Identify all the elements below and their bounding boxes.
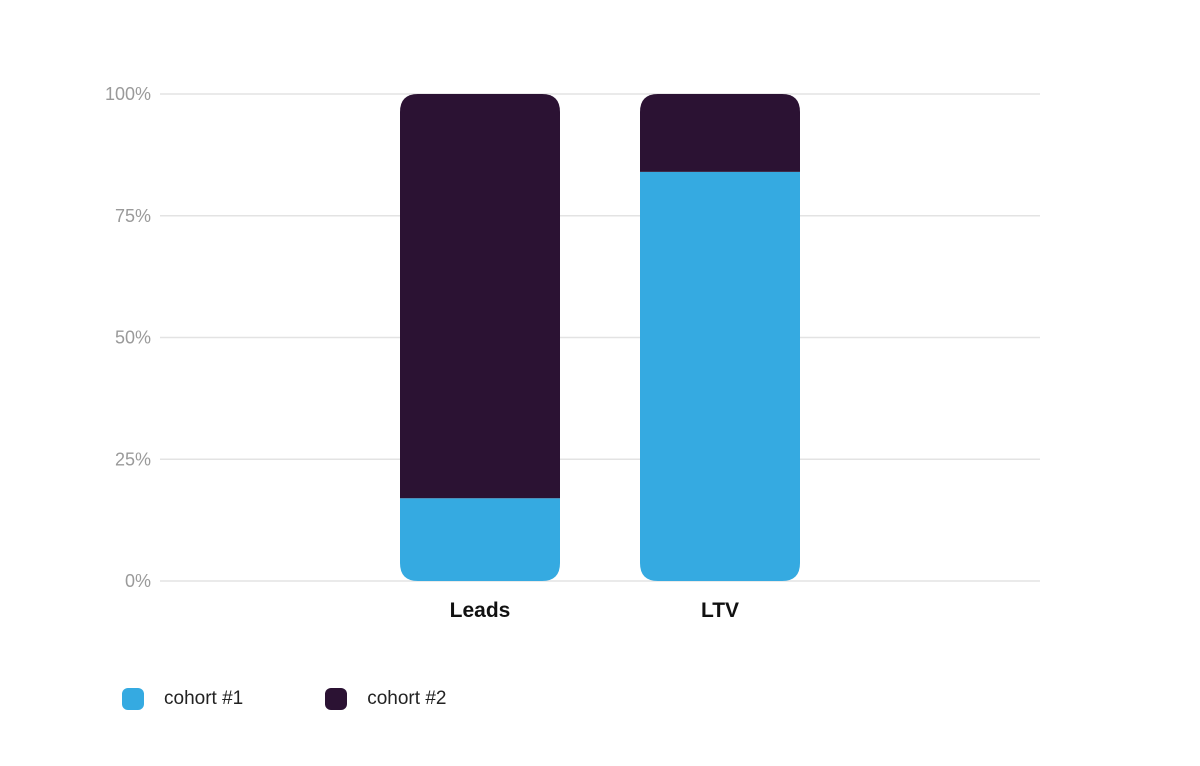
legend-swatch (122, 688, 144, 710)
legend: cohort #1 cohort #2 (122, 688, 528, 710)
x-category-label: LTV (701, 599, 739, 622)
y-axis-ticks: 0% 25% 50% 75% 100% (105, 84, 151, 591)
bar-segment-leads-series-1 (400, 498, 560, 581)
y-tick-label: 100% (105, 84, 151, 104)
bar-segment-leads-series-2 (400, 94, 560, 499)
bars (400, 94, 800, 582)
legend-swatch (325, 688, 348, 710)
y-tick-label: 75% (115, 206, 151, 226)
y-tick-label: 25% (115, 449, 151, 469)
stacked-bar-chart: 0% 25% 50% 75% 100% Leads LTV (105, 84, 1040, 622)
gridlines (160, 93, 1040, 582)
x-axis-labels: Leads LTV (450, 599, 739, 622)
legend-item: cohort #1 (122, 688, 243, 710)
legend-label: cohort #1 (164, 688, 244, 709)
bar-segment-ltv-series-2 (640, 94, 800, 172)
y-tick-label: 50% (115, 328, 151, 348)
bar-segment-ltv-series-1 (640, 171, 800, 582)
legend-item: cohort #2 (325, 688, 446, 710)
y-tick-label: 0% (125, 571, 151, 591)
x-category-label: Leads (450, 599, 511, 622)
legend-label: cohort #2 (367, 688, 447, 709)
